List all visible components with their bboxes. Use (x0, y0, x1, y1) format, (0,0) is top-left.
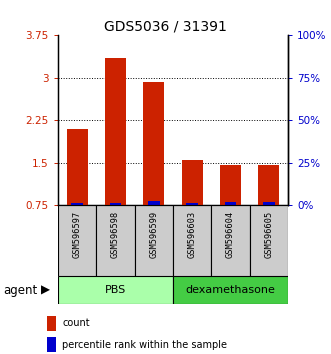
Text: GSM596599: GSM596599 (149, 211, 158, 258)
FancyBboxPatch shape (96, 205, 135, 276)
Text: GDS5036 / 31391: GDS5036 / 31391 (104, 19, 227, 34)
Text: percentile rank within the sample: percentile rank within the sample (63, 339, 227, 350)
Text: GSM596597: GSM596597 (72, 211, 82, 258)
Bar (263, 202, 274, 205)
FancyBboxPatch shape (211, 205, 250, 276)
Bar (67, 129, 88, 205)
FancyBboxPatch shape (135, 205, 173, 276)
Text: GSM596605: GSM596605 (264, 211, 273, 258)
Bar (105, 58, 126, 205)
Text: agent: agent (3, 284, 37, 297)
Text: GSM596604: GSM596604 (226, 211, 235, 258)
Text: ▶: ▶ (41, 284, 50, 297)
Bar (182, 160, 203, 205)
Text: count: count (63, 318, 90, 329)
Text: GSM596603: GSM596603 (188, 211, 197, 258)
Bar (143, 82, 164, 205)
Text: dexamethasone: dexamethasone (185, 285, 275, 295)
Text: GSM596598: GSM596598 (111, 211, 120, 258)
Bar (47, 337, 56, 352)
FancyBboxPatch shape (58, 276, 173, 304)
Bar (186, 203, 198, 205)
Bar (258, 165, 279, 205)
Text: PBS: PBS (105, 285, 126, 295)
FancyBboxPatch shape (250, 205, 288, 276)
Bar (110, 203, 121, 205)
FancyBboxPatch shape (173, 276, 288, 304)
Bar (71, 203, 83, 205)
Bar (225, 202, 236, 205)
FancyBboxPatch shape (173, 205, 211, 276)
Bar (148, 201, 160, 205)
Bar (47, 316, 56, 331)
FancyBboxPatch shape (58, 205, 96, 276)
Bar (220, 165, 241, 205)
